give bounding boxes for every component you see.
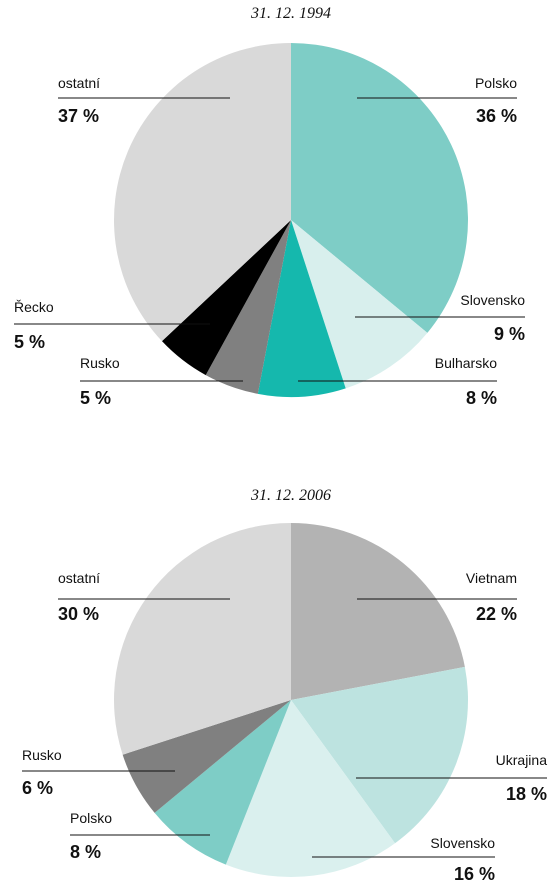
pie-slice — [205, 220, 291, 394]
pie-slice — [257, 220, 346, 397]
pie-slice — [154, 700, 291, 865]
pie-slice — [291, 666, 468, 844]
chart-title: 31. 12. 1994 — [250, 5, 331, 22]
pie-slice — [225, 700, 396, 877]
slice-label: Vietnam — [466, 570, 517, 586]
value-label: 36 % — [476, 106, 517, 126]
slice-label: Rusko — [80, 355, 120, 371]
slice-label: Řecko — [14, 299, 54, 315]
value-label: 6 % — [22, 778, 53, 798]
slice-label: Slovensko — [460, 292, 525, 308]
value-label: 9 % — [494, 324, 525, 344]
pie-slice — [291, 43, 468, 333]
value-label: 22 % — [476, 604, 517, 624]
pie-slice — [161, 220, 291, 376]
slice-label: Ukrajina — [496, 752, 548, 768]
value-label: 18 % — [506, 784, 547, 804]
pie-slice — [114, 43, 291, 342]
slice-label: Slovensko — [430, 835, 495, 851]
slice-label: Polsko — [70, 810, 112, 826]
pie-slice — [113, 523, 291, 755]
value-label: 8 % — [466, 388, 497, 408]
chart-title: 31. 12. 2006 — [250, 487, 331, 504]
value-label: 5 % — [80, 388, 111, 408]
slice-label: Bulharsko — [435, 355, 497, 371]
value-label: 30 % — [58, 604, 99, 624]
slice-label: Polsko — [475, 75, 517, 91]
pie-slice — [291, 220, 428, 389]
slice-label: Rusko — [22, 747, 62, 763]
pie-slice — [122, 700, 291, 813]
pie-slice — [291, 523, 465, 700]
value-label: 8 % — [70, 842, 101, 862]
value-label: 37 % — [58, 106, 99, 126]
slice-label: ostatní — [58, 570, 100, 586]
value-label: 5 % — [14, 332, 45, 352]
slice-label: ostatní — [58, 75, 100, 91]
value-label: 16 % — [454, 864, 495, 884]
